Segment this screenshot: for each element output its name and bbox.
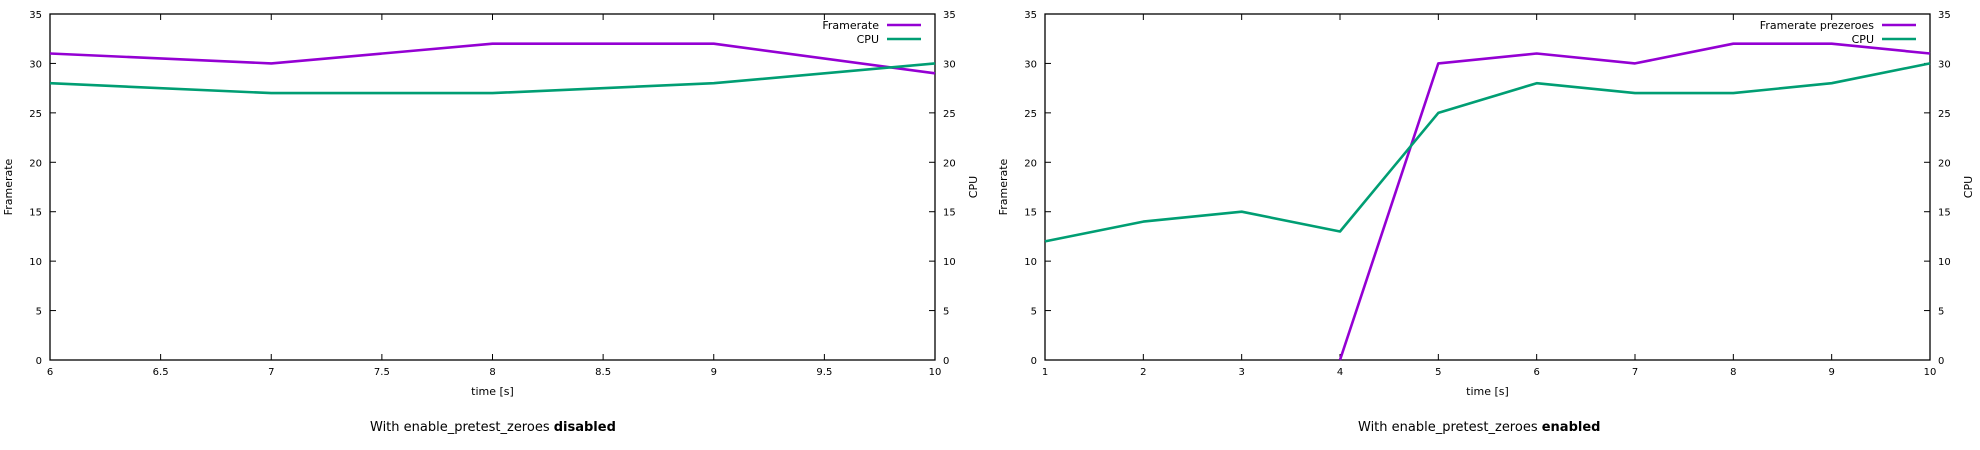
y-tick-label: 35 <box>29 10 42 21</box>
x-tick-label: 5 <box>1435 367 1441 378</box>
x-tick-label: 6 <box>1533 367 1539 378</box>
y2-tick-label: 30 <box>943 59 956 70</box>
y-tick-label: 5 <box>36 307 42 318</box>
legend-label: Framerate prezeroes <box>1760 19 1874 32</box>
x-tick-label: 3 <box>1238 367 1244 378</box>
y2-tick-label: 20 <box>943 158 956 169</box>
caption-left: With enable_pretest_zeroes disabled <box>370 420 616 435</box>
y2-tick-label: 0 <box>943 356 949 367</box>
y2-tick-label: 20 <box>1938 158 1951 169</box>
y2-tick-label: 5 <box>943 307 949 318</box>
legend-label: CPU <box>1852 33 1874 46</box>
caption-left-prefix: With enable_pretest_zeroes <box>370 420 554 435</box>
y-tick-label: 15 <box>1024 208 1037 219</box>
y-tick-label: 20 <box>29 158 42 169</box>
x-tick-label: 8 <box>489 367 495 378</box>
y2-tick-label: 15 <box>1938 208 1951 219</box>
x-tick-label: 6.5 <box>153 367 169 378</box>
x-tick-label: 9.5 <box>816 367 832 378</box>
x-tick-label: 8 <box>1730 367 1736 378</box>
x-tick-label: 9 <box>711 367 717 378</box>
caption-right-prefix: With enable_pretest_zeroes <box>1358 420 1542 435</box>
plot-frame <box>49 13 936 361</box>
y2-tick-label: 5 <box>1938 307 1944 318</box>
x-axis-title: time [s] <box>1466 385 1509 398</box>
y2-axis-title: CPU <box>1962 176 1975 198</box>
y2-tick-label: 25 <box>943 109 956 120</box>
y-axis-title: Framerate <box>2 158 15 215</box>
y-tick-label: 25 <box>29 109 42 120</box>
y2-tick-label: 30 <box>1938 59 1951 70</box>
legend-label: Framerate <box>822 19 879 32</box>
y-tick-label: 15 <box>29 208 42 219</box>
y2-tick-label: 35 <box>943 10 956 21</box>
y-tick-label: 35 <box>1024 10 1037 21</box>
y-tick-label: 30 <box>29 59 42 70</box>
caption-left-emphasis: disabled <box>553 420 616 435</box>
y2-tick-label: 35 <box>1938 10 1951 21</box>
y2-tick-label: 10 <box>1938 257 1951 268</box>
x-tick-label: 10 <box>929 367 942 378</box>
x-tick-label: 8.5 <box>595 367 611 378</box>
x-tick-label: 9 <box>1828 367 1834 378</box>
plot-frame <box>1044 13 1931 361</box>
x-tick-label: 7 <box>268 367 274 378</box>
y2-tick-label: 25 <box>1938 109 1951 120</box>
legend-label: CPU <box>857 33 879 46</box>
y-tick-label: 25 <box>1024 109 1037 120</box>
y-tick-label: 0 <box>36 356 42 367</box>
y2-tick-label: 10 <box>943 257 956 268</box>
x-tick-label: 6 <box>47 367 53 378</box>
y-tick-label: 20 <box>1024 158 1037 169</box>
y-axis-title: Framerate <box>997 158 1010 215</box>
x-tick-label: 1 <box>1042 367 1048 378</box>
caption-right-emphasis: enabled <box>1541 420 1601 435</box>
x-tick-label: 4 <box>1337 367 1343 378</box>
y-tick-label: 30 <box>1024 59 1037 70</box>
series-line-cpu <box>49 62 936 95</box>
x-tick-label: 7.5 <box>374 367 390 378</box>
series-line-cpu <box>1044 62 1931 243</box>
x-tick-label: 7 <box>1632 367 1638 378</box>
y-tick-label: 5 <box>1031 307 1037 318</box>
y2-tick-label: 15 <box>943 208 956 219</box>
caption-right: With enable_pretest_zeroes enabled <box>1358 420 1600 435</box>
series-line-framerate-prezeroes <box>1338 42 1931 361</box>
x-tick-label: 2 <box>1140 367 1146 378</box>
y-tick-label: 0 <box>1031 356 1037 367</box>
y2-axis-title: CPU <box>967 176 980 198</box>
y-tick-label: 10 <box>29 257 42 268</box>
series-line-framerate <box>49 42 936 75</box>
y-tick-label: 10 <box>1024 257 1037 268</box>
x-tick-label: 10 <box>1924 367 1937 378</box>
y2-tick-label: 0 <box>1938 356 1944 367</box>
x-axis-title: time [s] <box>471 385 514 398</box>
